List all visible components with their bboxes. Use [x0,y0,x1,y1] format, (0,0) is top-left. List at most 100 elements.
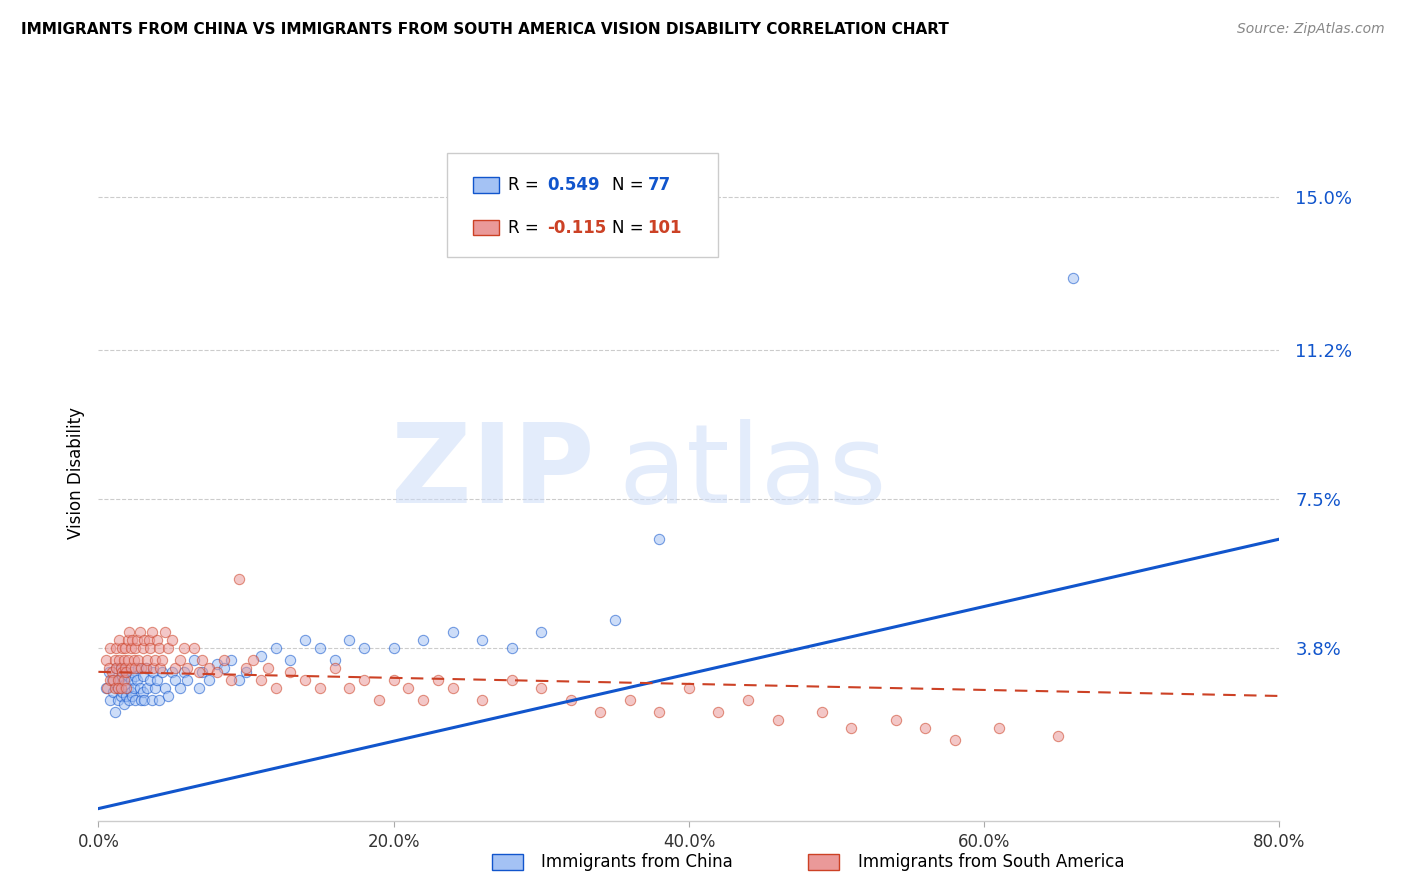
Point [619,693,641,707]
Point [121,665,143,679]
Point [98,640,121,655]
Point [441,624,464,639]
Point [148,693,170,707]
Point [264,681,287,695]
Point [118,624,141,639]
Point [219,653,242,667]
Text: 101: 101 [648,219,682,236]
Point [107,673,129,687]
Point [104,705,127,719]
Point [427,673,450,687]
Point [97,661,120,675]
Point [105,661,128,675]
Point [309,681,332,695]
Point [142,665,165,679]
Point [412,632,434,647]
Point [111,665,134,679]
Point [114,677,136,691]
Point [150,665,173,679]
Point [118,693,141,707]
Point [100,673,122,687]
Point [707,705,730,719]
Point [108,632,131,647]
Point [810,705,832,719]
Point [128,681,150,695]
Point [96,681,118,695]
Point [129,693,152,707]
Text: Source: ZipAtlas.com: Source: ZipAtlas.com [1237,22,1385,37]
Point [97,665,120,679]
Point [146,632,169,647]
Point [115,689,138,703]
Point [111,685,134,699]
Point [114,640,136,655]
Point [105,640,128,655]
Point [148,640,170,655]
Text: 0.549: 0.549 [547,176,600,194]
Point [382,640,405,655]
Point [111,669,134,683]
Text: N =: N = [612,176,650,194]
Point [110,661,132,675]
Point [156,640,179,655]
Point [143,681,166,695]
Point [121,632,143,647]
Text: ZIP: ZIP [391,419,595,526]
Point [114,665,136,679]
Point [884,713,907,727]
Point [146,673,169,687]
Point [94,653,117,667]
Point [914,721,936,735]
Point [134,632,156,647]
Point [141,693,163,707]
Point [132,669,155,683]
Point [205,657,228,671]
Point [165,661,187,675]
Point [183,640,205,655]
Point [108,673,131,687]
Point [105,661,128,675]
Point [228,673,250,687]
Point [173,640,195,655]
Point [648,705,671,719]
Point [149,661,172,675]
Point [242,653,264,667]
Point [107,681,129,695]
Point [98,693,121,707]
Point [156,689,179,703]
Point [125,673,148,687]
Point [103,673,125,687]
Y-axis label: Vision Disability: Vision Disability [66,407,84,539]
Point [129,661,152,675]
Point [1046,729,1069,743]
Point [117,653,139,667]
FancyBboxPatch shape [447,153,718,257]
Point [117,669,139,683]
Point [176,661,198,675]
Point [114,661,136,675]
FancyBboxPatch shape [472,219,499,235]
Text: 77: 77 [648,176,671,194]
Point [124,661,146,675]
Point [103,685,125,699]
Text: -0.115: -0.115 [547,219,606,236]
Point [648,532,671,546]
Point [124,693,146,707]
Point [117,632,139,647]
Point [115,665,138,679]
Point [169,653,191,667]
Point [198,673,221,687]
Point [605,613,627,627]
Point [198,661,221,675]
Point [589,705,612,719]
Point [117,681,139,695]
Point [153,681,176,695]
Point [353,673,375,687]
Point [441,681,464,695]
Point [368,693,391,707]
Point [165,673,187,687]
Point [136,653,159,667]
Point [219,673,242,687]
Point [396,681,419,695]
Point [412,693,434,707]
